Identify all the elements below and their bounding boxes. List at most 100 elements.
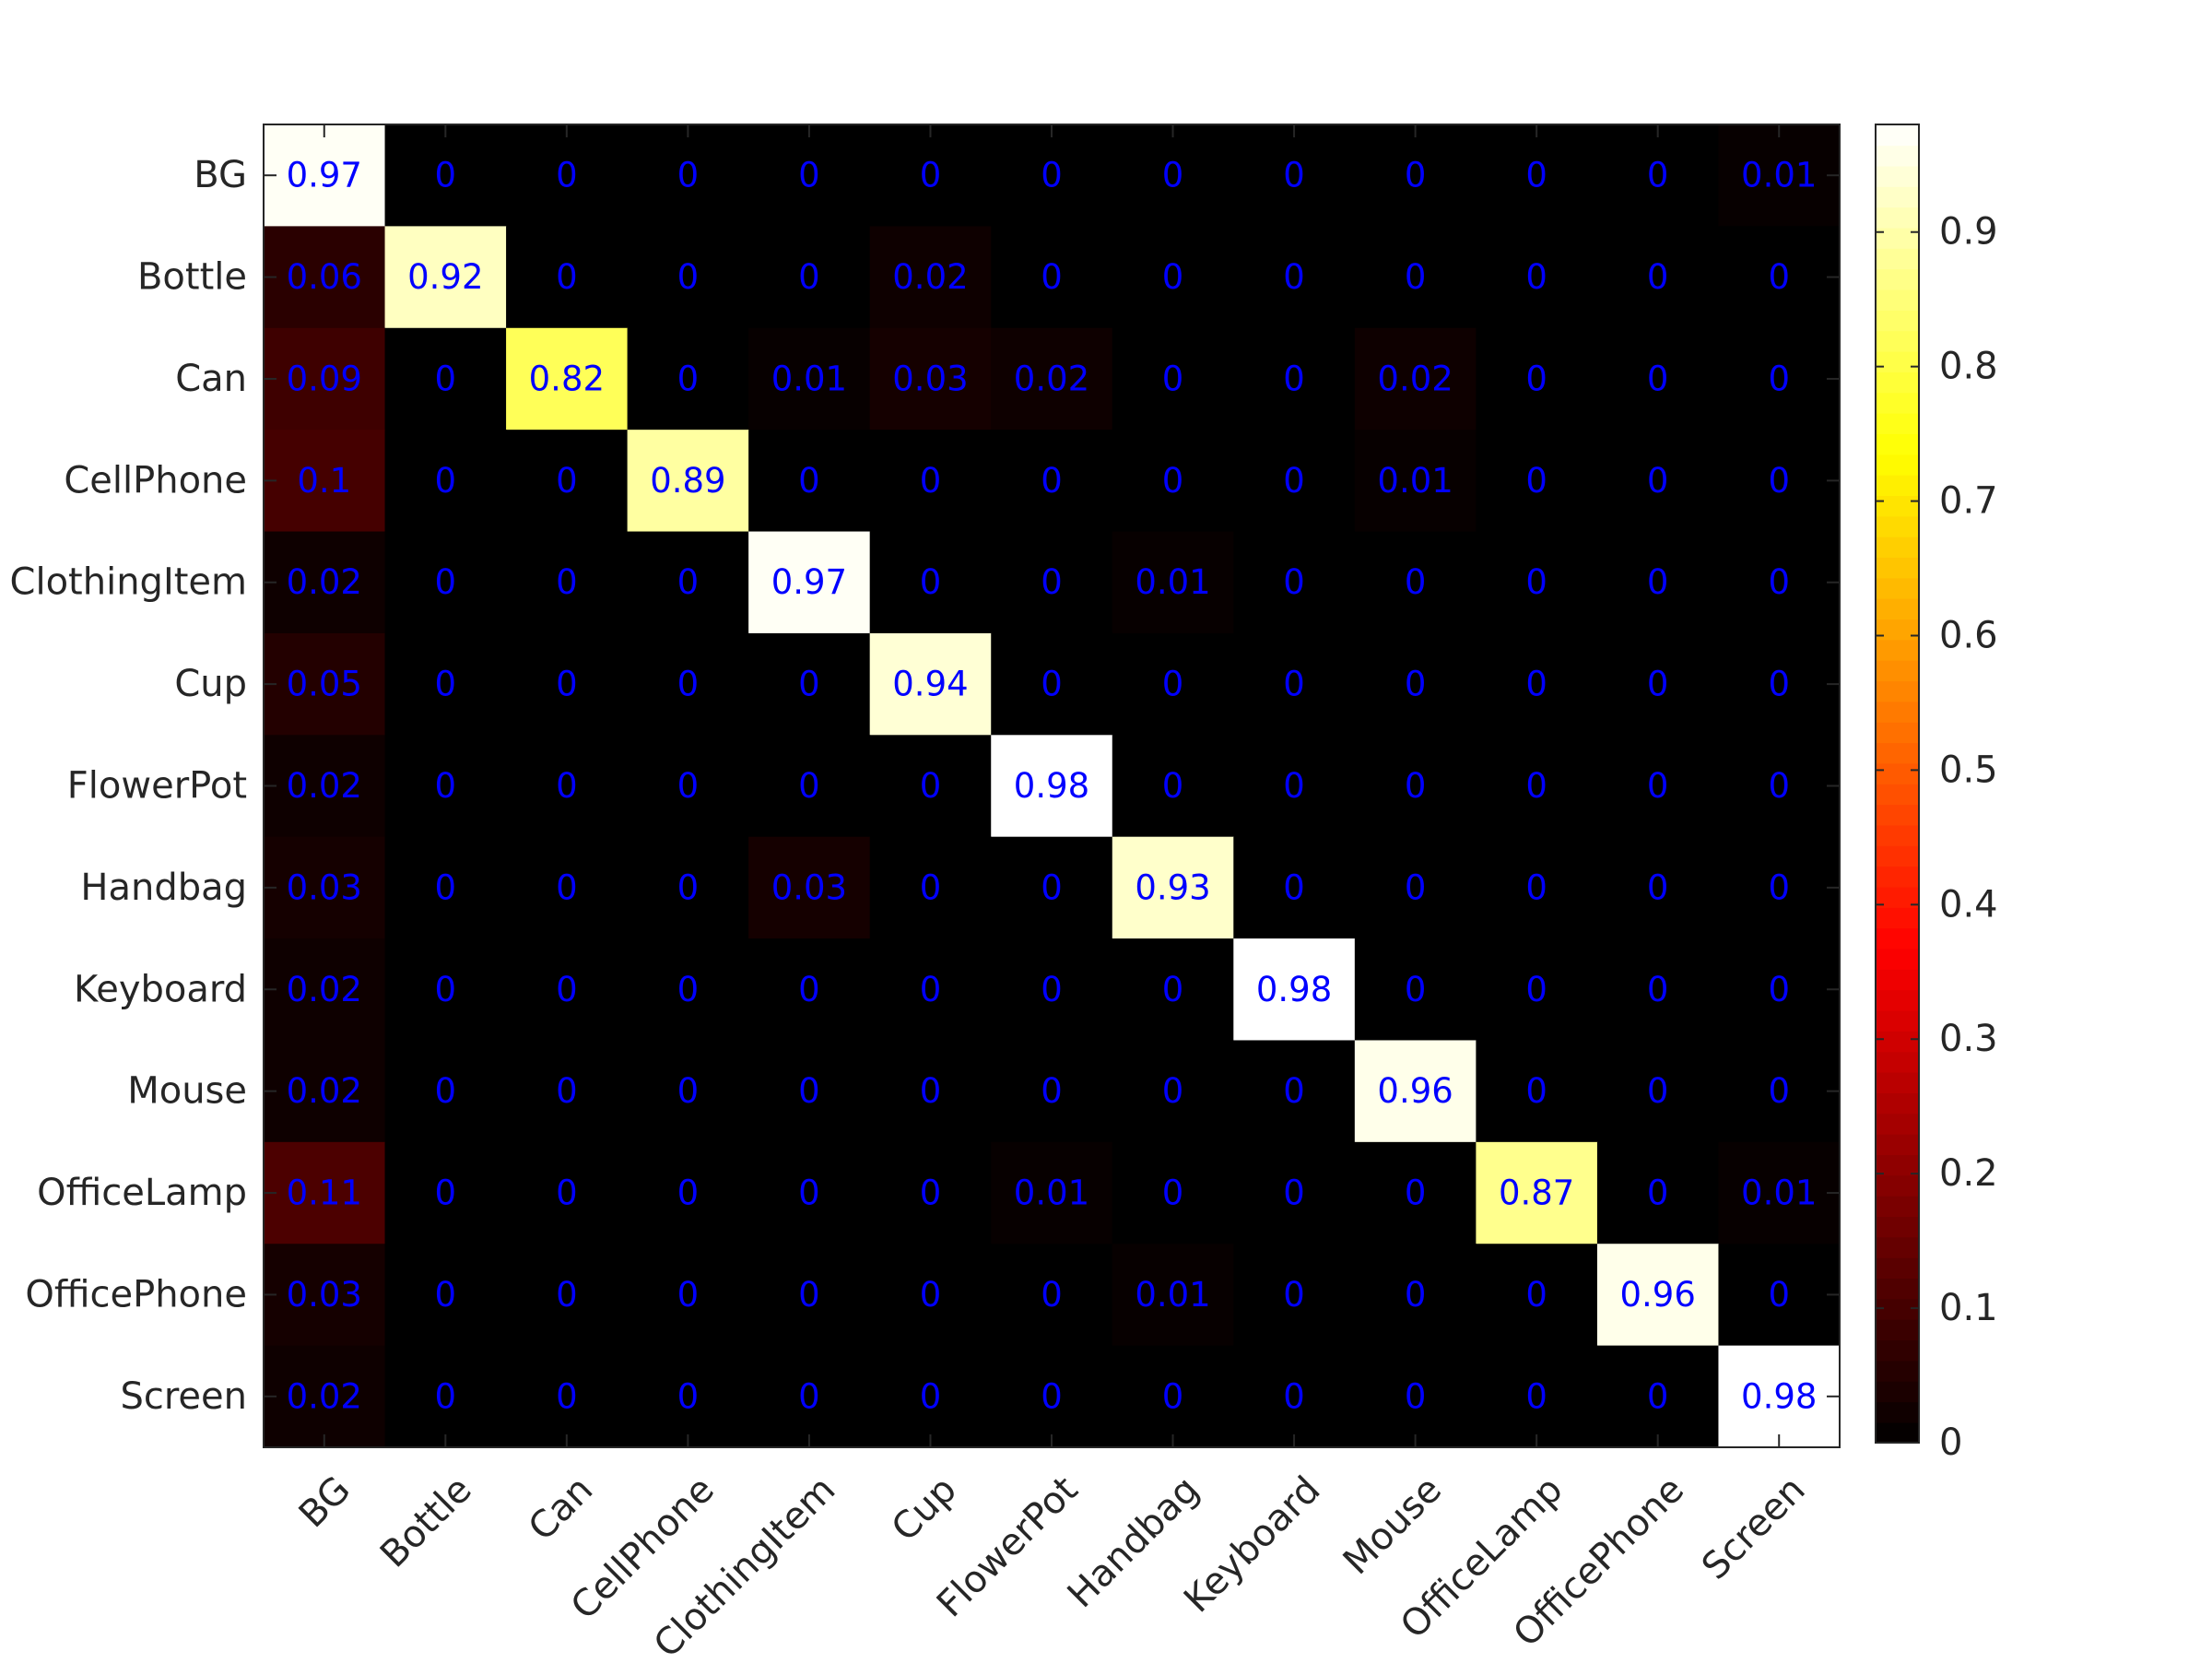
heatmap-cell: [506, 124, 629, 227]
cell-value-label: 0.02: [287, 562, 362, 602]
cell-value-label: 0: [1768, 562, 1790, 602]
cell-value-label: 0: [1162, 1376, 1184, 1416]
cell-value-label: 0.01: [1741, 1174, 1817, 1213]
colorbar-segment: [1876, 659, 1919, 682]
cell-value-label: 0: [435, 1071, 457, 1111]
colorbar-segment: [1876, 536, 1919, 559]
cell-value-label: 0: [1162, 766, 1184, 806]
colorbar-segment: [1876, 1256, 1919, 1280]
cell-value-label: 0: [556, 562, 578, 602]
colorbar-tick-label: 0.2: [1939, 1152, 1998, 1195]
colorbar-segment: [1876, 330, 1919, 352]
x-tick-label: Mouse: [1335, 1468, 1450, 1583]
cell-value-label: 0: [1041, 461, 1063, 501]
cell-value-label: 0: [1283, 766, 1305, 806]
heatmap-cell: [991, 1040, 1113, 1143]
cell-value-label: 0: [1768, 257, 1790, 297]
cell-value-label: 0: [677, 1275, 700, 1315]
cell-value-label: 0: [798, 1376, 820, 1416]
heatmap-cell: [1718, 632, 1841, 736]
colorbar-segment: [1876, 1401, 1919, 1423]
heatmap-cell: [869, 938, 992, 1042]
colorbar-segment: [1876, 577, 1919, 599]
heatmap-cell: [384, 938, 507, 1042]
cell-value-label: 0: [920, 766, 942, 806]
heatmap-cell: [1354, 1141, 1477, 1244]
heatmap-cell: [1354, 430, 1477, 533]
cell-value-label: 0: [1647, 1071, 1669, 1111]
heatmap-cell: [506, 531, 629, 634]
colorbar-segment: [1876, 1318, 1919, 1341]
heatmap-cell: [1112, 327, 1234, 430]
cell-value-label: 0: [556, 1174, 578, 1213]
cell-value-label: 0: [556, 257, 578, 297]
heatmap-cell: [869, 1345, 992, 1448]
heatmap-cell: [869, 632, 992, 736]
heatmap-cell: [1354, 1345, 1477, 1448]
heatmap-cell: [1112, 938, 1234, 1042]
heatmap-cell: [991, 226, 1113, 329]
cell-value-label: 0: [1405, 562, 1427, 602]
cell-value-label: 0: [1405, 1174, 1427, 1213]
colorbar-segment: [1876, 1031, 1919, 1053]
colorbar-segment: [1876, 227, 1919, 249]
colorbar-tick-label: 0.4: [1939, 883, 1998, 926]
cell-value-label: 0: [1405, 1275, 1427, 1315]
heatmap-cell: [1718, 430, 1841, 533]
cell-value-label: 0: [1647, 766, 1669, 806]
heatmap-cell: [1112, 735, 1234, 838]
heatmap-cell: [384, 632, 507, 736]
cell-value-label: 0: [1647, 665, 1669, 704]
colorbar-segment: [1876, 845, 1919, 867]
heatmap-cell: [748, 1244, 871, 1347]
heatmap-cell: [1596, 836, 1720, 939]
cell-value-label: 0: [1041, 970, 1063, 1009]
cell-value-label: 0: [1041, 867, 1063, 907]
cell-value-label: 0: [798, 665, 820, 704]
cell-value-label: 0: [1405, 867, 1427, 907]
heatmap-cell: [991, 327, 1113, 430]
heatmap-cell: [991, 1244, 1113, 1347]
cell-value-label: 0: [1283, 562, 1305, 602]
cell-value-label: 0: [1162, 461, 1184, 501]
colorbar-segment: [1876, 1298, 1919, 1320]
cell-value-label: 0.01: [771, 359, 847, 398]
heatmap-cell: [1718, 1141, 1841, 1244]
cell-value-label: 0: [920, 970, 942, 1009]
heatmap-cell: [991, 430, 1113, 533]
colorbar-segment: [1876, 454, 1919, 476]
cell-value-label: 0: [1768, 665, 1790, 704]
heatmap-cell: [264, 735, 386, 838]
cell-value-label: 0: [677, 562, 700, 602]
cell-value-label: 0: [920, 461, 942, 501]
cell-value-label: 0: [1647, 867, 1669, 907]
cell-value-label: 0: [677, 970, 700, 1009]
heatmap-cell: [506, 1244, 629, 1347]
cell-value-label: 0: [1283, 867, 1305, 907]
cell-value-label: 0: [920, 156, 942, 195]
cell-value-label: 0.97: [771, 562, 847, 602]
cell-value-label: 0: [677, 867, 700, 907]
cell-value-label: 0: [1647, 1376, 1669, 1416]
cell-value-label: 0: [798, 1174, 820, 1213]
cell-value-label: 0: [1768, 1071, 1790, 1111]
cell-value-label: 0.93: [1135, 867, 1210, 907]
heatmap-cell: [506, 632, 629, 736]
cell-value-label: 0.01: [1741, 156, 1817, 195]
cell-value-label: 0: [435, 867, 457, 907]
heatmap-cell: [748, 430, 871, 533]
heatmap-cell: [1596, 1141, 1720, 1244]
heatmap-cell: [869, 327, 992, 430]
y-tick-label: Can: [175, 358, 247, 400]
heatmap-cell: [1476, 124, 1598, 227]
cell-value-label: 0.96: [1619, 1275, 1695, 1315]
cell-value-label: 0: [1162, 665, 1184, 704]
cell-value-label: 0.82: [529, 359, 605, 398]
cell-value-label: 0: [435, 562, 457, 602]
heatmap-cell: [1476, 226, 1598, 329]
cell-value-label: 0.02: [892, 257, 968, 297]
colorbar-segment: [1876, 1380, 1919, 1403]
heatmap-cell: [506, 938, 629, 1042]
colorbar-segment: [1876, 515, 1919, 537]
heatmap-cell: [384, 1141, 507, 1244]
